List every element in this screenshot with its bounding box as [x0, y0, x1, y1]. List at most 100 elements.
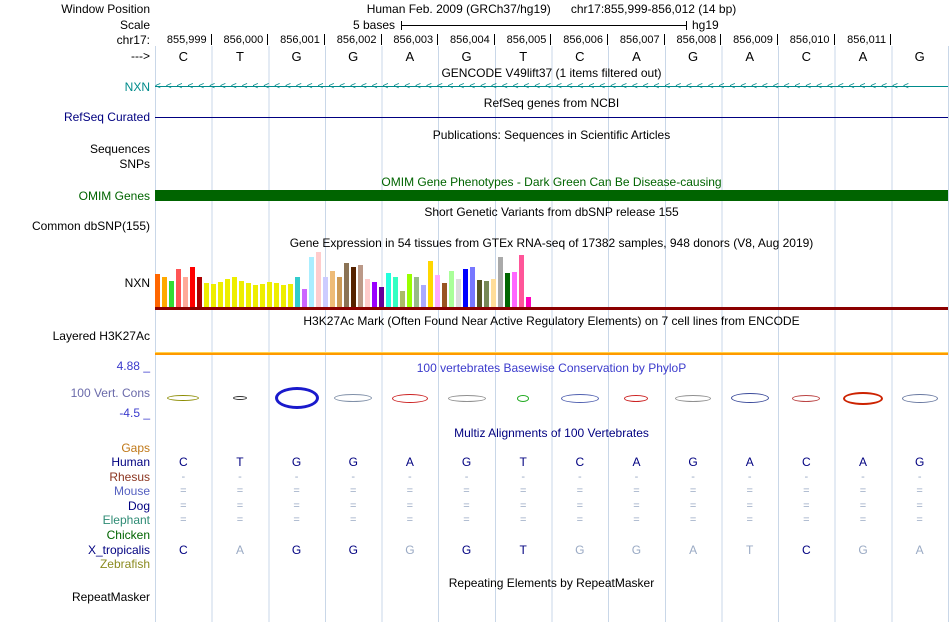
aligned-base: G: [461, 543, 472, 557]
alignment-double-mark: =: [916, 500, 923, 512]
alignment-gap-mark: -: [634, 471, 639, 483]
alignment-gap-mark: -: [408, 471, 412, 483]
multiz-chicken-label[interactable]: Chicken: [106, 528, 150, 542]
multiz-rhesus-label[interactable]: Rhesus: [109, 470, 150, 484]
base-letter: T: [519, 49, 528, 64]
omim-gene-bar[interactable]: [155, 190, 948, 201]
gtex-bar-chart[interactable]: [155, 252, 948, 307]
layered-h3k27ac-label[interactable]: Layered H3K27Ac: [52, 329, 150, 343]
gtex-tissue-bar: [393, 277, 398, 307]
multiz-mouse-label[interactable]: Mouse: [113, 484, 150, 498]
aligned-base: G: [291, 543, 302, 557]
conservation-cell: [325, 388, 382, 408]
position-number: 856,011: [847, 33, 887, 46]
conservation-track[interactable]: [155, 387, 948, 409]
alignment-double-mark: =: [916, 485, 923, 497]
alignment-double-mark: =: [406, 485, 414, 497]
h3k27ac-signal-line[interactable]: [155, 352, 948, 355]
position-label: 856,006: [551, 33, 608, 46]
alignment-gap-mark: -: [521, 471, 525, 483]
gtex-tissue-bar: [330, 271, 335, 307]
gencode-gene-label[interactable]: NXN: [124, 80, 150, 94]
alignment-gap-mark: -: [351, 471, 356, 483]
aligned-base: A: [689, 543, 698, 557]
position-number: 856,005: [506, 33, 547, 46]
scale-bar: [401, 21, 687, 30]
conservation-track-label[interactable]: 100 Vert. Cons: [70, 386, 150, 400]
ruler-tick: [776, 34, 778, 45]
refseq-curated-label[interactable]: RefSeq Curated: [63, 110, 150, 124]
gtex-tissue-bar: [183, 277, 188, 307]
conservation-cell: [608, 388, 665, 408]
position-label: 856,000: [212, 33, 269, 46]
alignment-double-mark: =: [803, 514, 810, 526]
multiz-dog-label[interactable]: Dog: [127, 499, 150, 513]
aligned-base: G: [291, 455, 302, 469]
base-letter: G: [461, 49, 472, 64]
ruler-tick: [437, 34, 439, 45]
gtex-tissue-bar: [197, 277, 202, 307]
window-position-title: Human Feb. 2009 (GRCh37/hg19) chr17:855,9…: [155, 2, 948, 16]
position-ruler[interactable]: 855,999 856,000 856,001 856,002 856,003 856,0…: [155, 33, 892, 46]
multiz-mouse-row[interactable]: = = = = = = = = = = = = = =: [155, 484, 948, 498]
base-letter: C: [801, 49, 812, 64]
gtex-tissue-bar: [190, 267, 195, 307]
conservation-cell: [721, 388, 778, 408]
multiz-gaps-label[interactable]: Gaps: [121, 441, 150, 455]
aligned-base: A: [745, 455, 754, 469]
multiz-elephant-row[interactable]: = = = = = = = = = = = = = =: [155, 513, 948, 527]
alignment-gap-mark: -: [294, 471, 299, 483]
aligned-base: C: [575, 455, 585, 469]
gtex-tissue-bar: [526, 297, 531, 307]
aligned-base: A: [235, 543, 244, 557]
multiz-elephant-label[interactable]: Elephant: [102, 513, 150, 527]
assembly-badge: hg19: [692, 18, 719, 32]
aligned-base: G: [914, 455, 925, 469]
gtex-tissue-bar: [267, 282, 272, 307]
gtex-tissue-bar: [491, 279, 496, 307]
alignment-double-mark: =: [689, 485, 697, 497]
alignment-double-mark: =: [293, 514, 300, 526]
gtex-tissue-bar: [435, 275, 440, 307]
gtex-tissue-bar: [274, 283, 279, 307]
alignment-double-mark: =: [350, 514, 357, 526]
alignment-double-mark: =: [576, 514, 584, 526]
repeatmasker-track-title: Repeating Elements by RepeatMasker: [448, 576, 655, 590]
sequences-label[interactable]: Sequences: [89, 142, 150, 156]
multiz-human-label[interactable]: Human: [111, 455, 150, 469]
aligned-base: C: [178, 455, 188, 469]
position-label: 855,999: [155, 33, 212, 46]
common-dbsnp-label[interactable]: Common dbSNP(155): [31, 219, 150, 233]
gtex-tissue-bar: [519, 255, 524, 307]
position-number: 856,009: [733, 33, 773, 46]
repeatmasker-label[interactable]: RepeatMasker: [71, 590, 150, 604]
alignment-gap-mark: -: [181, 471, 186, 483]
ruler-tick: [323, 34, 325, 45]
conservation-max-value: 4.88 _: [116, 359, 150, 373]
alignment-gap-mark: -: [464, 471, 469, 483]
gtex-tissue-bar: [232, 277, 237, 307]
gtex-tissue-bar: [463, 269, 468, 307]
conservation-curve: [334, 394, 373, 402]
alignment-double-mark: =: [633, 500, 640, 512]
multiz-zebrafish-label[interactable]: Zebrafish: [99, 557, 150, 571]
alignment-double-mark: =: [519, 514, 527, 526]
gencode-gene-arrows[interactable]: <<<<<<<<<<<<<<<<<<<<<<<<<<<<<<<<<<<<<<<<…: [155, 80, 948, 93]
snps-label[interactable]: SNPs: [119, 157, 150, 171]
base-letter: T: [235, 49, 244, 64]
gtex-tissue-bar: [512, 272, 517, 307]
position-label: 856,009: [721, 33, 778, 46]
multiz-xtropicalis-label[interactable]: X_tropicalis: [87, 543, 150, 557]
gtex-gene-label[interactable]: NXN: [124, 276, 150, 290]
multiz-rhesus-row[interactable]: --------------: [155, 470, 948, 484]
gtex-tissue-bar: [309, 257, 314, 307]
omim-genes-label[interactable]: OMIM Genes: [78, 189, 150, 203]
alignment-double-mark: =: [350, 500, 357, 512]
alignment-double-mark: =: [463, 500, 470, 512]
refseq-gene-line[interactable]: [155, 117, 948, 118]
multiz-dog-row[interactable]: = = = = = = = = = = = = = =: [155, 499, 948, 513]
alignment-double-mark: =: [463, 514, 470, 526]
